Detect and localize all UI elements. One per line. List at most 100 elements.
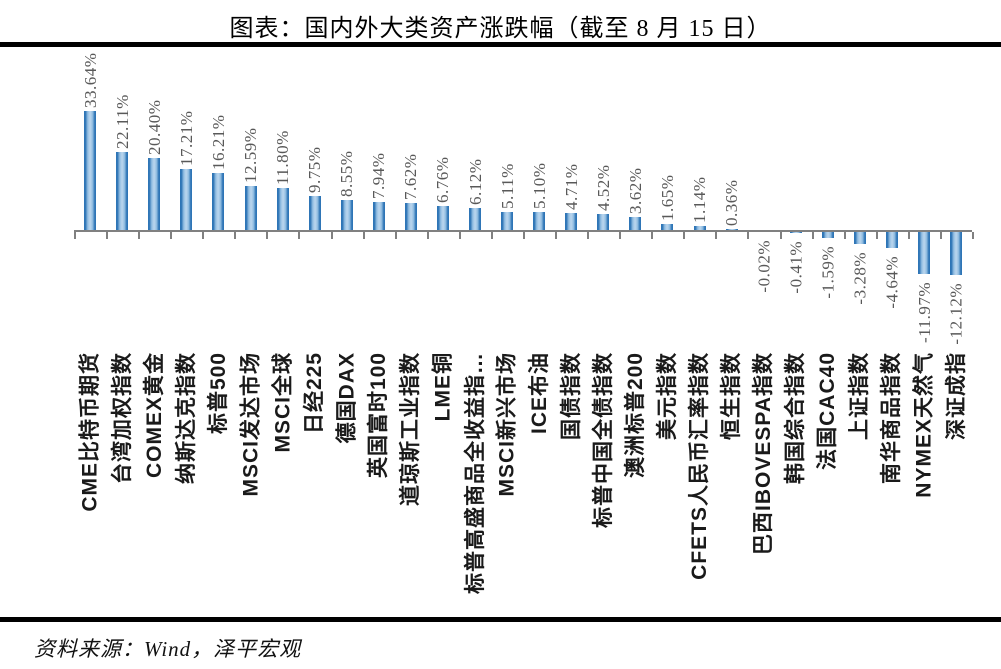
bar: [372, 201, 385, 230]
bar: [276, 188, 289, 230]
axis-tick: [619, 232, 622, 239]
bar: [533, 211, 546, 230]
category-label: CME比特币期货: [78, 352, 102, 512]
axis-tick: [715, 232, 718, 239]
axis-tick: [138, 232, 141, 239]
bar: [501, 211, 514, 230]
bar-value-label: -3.28%: [850, 251, 870, 305]
bar-value-label: 8.55%: [337, 150, 357, 197]
category-label: COMEX黄金: [142, 352, 166, 479]
top-divider-rule: [0, 42, 1001, 47]
category-label: MSCI新兴市场: [495, 352, 519, 497]
axis-tick: [106, 232, 109, 239]
axis-tick: [298, 232, 301, 239]
category-label: 法国CAC40: [816, 352, 840, 470]
axis-tick: [651, 232, 654, 239]
axis-tick: [907, 232, 910, 239]
bar-value-label: -11.97%: [914, 282, 934, 344]
axis-tick: [74, 232, 76, 239]
category-label: NYMEX天然气: [912, 352, 936, 498]
bar: [308, 195, 321, 230]
category-label: 南华商品指数: [880, 352, 904, 484]
category-label: 恒生指数: [720, 352, 744, 440]
bar: [725, 228, 738, 230]
bar-value-label: 9.75%: [305, 146, 325, 193]
axis-tick: [234, 232, 237, 239]
bar-value-label: 11.80%: [273, 130, 293, 186]
axis-tick: [490, 232, 493, 239]
axis-tick: [843, 232, 846, 239]
bar: [84, 111, 97, 230]
category-label: 日经225: [303, 352, 327, 435]
axis-tick: [971, 232, 974, 239]
bar-value-label: 33.64%: [80, 52, 100, 109]
bar-value-label: -0.02%: [754, 240, 774, 293]
bar: [340, 199, 353, 230]
bar: [180, 169, 193, 230]
bar: [565, 213, 578, 230]
bar-value-label: 5.10%: [529, 162, 549, 209]
x-axis-line: [74, 230, 972, 232]
bar: [244, 185, 257, 230]
bottom-divider-rule: [0, 617, 1001, 622]
category-label: 美元指数: [655, 352, 679, 440]
axis-tick: [587, 232, 590, 239]
category-label: 国债指数: [559, 352, 583, 440]
axis-tick: [683, 232, 686, 239]
bar-value-label: 7.62%: [401, 153, 421, 201]
category-label: 深证成指: [944, 352, 968, 440]
axis-tick: [747, 232, 750, 239]
bar-value-label: 20.40%: [144, 99, 164, 155]
category-label: 纳斯达克指数: [174, 352, 198, 484]
category-label: 标普高盛商品全收益指…: [463, 352, 487, 594]
bar-value-label: 1.65%: [657, 174, 677, 222]
bar-value-label: 3.62%: [625, 167, 645, 215]
category-label: 标普500: [206, 352, 230, 435]
bar: [661, 224, 674, 230]
bar-value-label: 0.36%: [722, 179, 742, 226]
bar-value-label: 22.11%: [112, 94, 132, 149]
bar-value-label: -0.41%: [786, 241, 806, 295]
axis-tick: [362, 232, 365, 239]
bar: [436, 206, 449, 230]
bar-value-label: 4.71%: [561, 163, 581, 211]
bar: [148, 157, 161, 230]
bar: [821, 232, 834, 238]
category-label: LME铜: [431, 352, 455, 422]
bar: [597, 214, 610, 230]
bar: [693, 225, 706, 230]
category-label: 英国富时100: [367, 352, 391, 479]
category-label: 韩国综合指数: [784, 352, 808, 484]
bar-value-label: 7.94%: [369, 152, 389, 199]
category-label: ICE布油: [527, 352, 551, 435]
bar-value-label: 17.21%: [176, 110, 196, 167]
bar-value-label: 1.14%: [690, 176, 710, 223]
axis-tick: [555, 232, 558, 239]
bar-value-label: 16.21%: [208, 114, 228, 170]
axis-tick: [170, 232, 173, 239]
category-label: CFETS人民币汇率指数: [688, 352, 712, 580]
axis-tick: [458, 232, 461, 239]
chart-title: 图表：国内外大类资产涨跌幅（截至 8 月 15 日）: [229, 16, 772, 42]
axis-tick: [522, 232, 525, 239]
bar: [950, 232, 963, 275]
axis-tick: [394, 232, 397, 239]
bar-value-label: 5.11%: [497, 163, 517, 209]
category-label: MSCI全球: [271, 352, 295, 453]
category-label: 上证指数: [848, 352, 872, 440]
category-label: 台湾加权指数: [110, 352, 134, 484]
bar: [629, 217, 642, 230]
category-label: 澳洲标普200: [623, 352, 647, 479]
axis-tick: [330, 232, 333, 239]
bar: [853, 232, 866, 244]
axis-tick: [875, 232, 878, 239]
bar-value-label: 12.59%: [241, 127, 261, 183]
category-label: 标普中国全债指数: [591, 352, 615, 528]
axis-tick: [811, 232, 814, 239]
bar: [469, 208, 482, 230]
axis-tick: [426, 232, 429, 239]
axis-tick: [266, 232, 269, 239]
axis-tick: [779, 232, 782, 239]
bar-value-label: 6.76%: [433, 156, 453, 204]
